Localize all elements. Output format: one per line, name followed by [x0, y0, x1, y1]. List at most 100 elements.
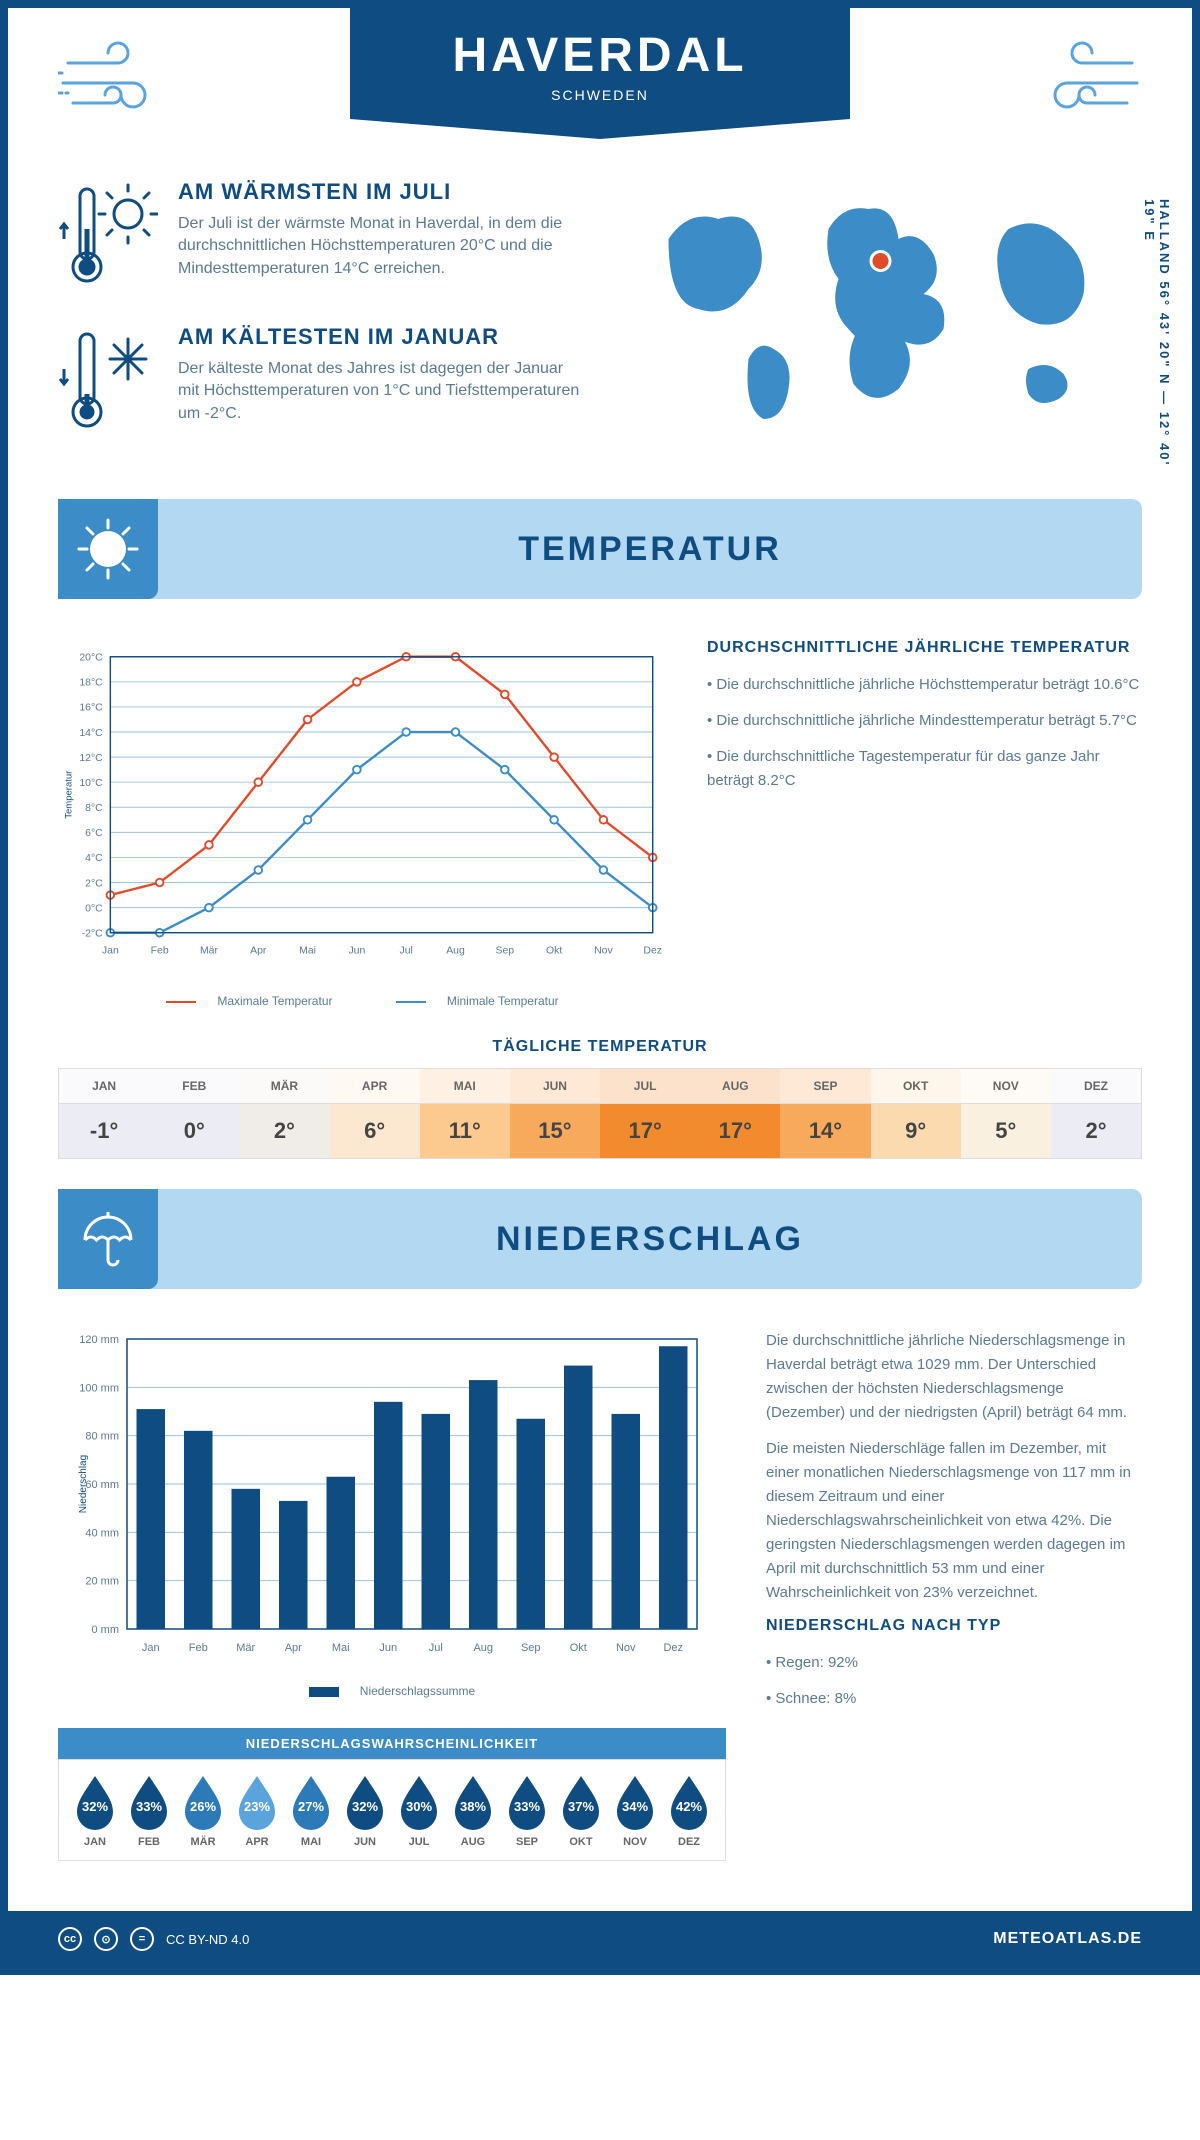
svg-text:Okt: Okt: [570, 1642, 587, 1654]
intro-section: AM WÄRMSTEN IM JULI Der Juli ist der wär…: [58, 179, 1142, 469]
probability-drop: 30% JUL: [395, 1772, 443, 1848]
precip-type-heading: NIEDERSCHLAG NACH TYP: [766, 1617, 1142, 1635]
svg-text:16°C: 16°C: [79, 703, 103, 714]
country-subtitle: SCHWEDEN: [350, 87, 850, 103]
svg-text:Nov: Nov: [594, 946, 613, 957]
svg-text:Mär: Mär: [200, 946, 219, 957]
probability-drop: 27% MAI: [287, 1772, 335, 1848]
svg-text:2°C: 2°C: [85, 878, 103, 889]
svg-text:Aug: Aug: [473, 1642, 493, 1654]
svg-text:20 mm: 20 mm: [85, 1576, 119, 1588]
daily-cell: JAN -1°: [59, 1069, 149, 1158]
thermometer-sun-icon: [58, 179, 158, 294]
svg-text:Jun: Jun: [379, 1642, 397, 1654]
svg-text:Mai: Mai: [299, 946, 316, 957]
svg-text:Okt: Okt: [546, 946, 562, 957]
svg-text:Apr: Apr: [250, 946, 267, 957]
svg-text:60 mm: 60 mm: [85, 1479, 119, 1491]
daily-cell: FEB 0°: [149, 1069, 239, 1158]
svg-text:Feb: Feb: [151, 946, 169, 957]
probability-drop: 34% NOV: [611, 1772, 659, 1848]
svg-text:Dez: Dez: [643, 946, 662, 957]
svg-text:4°C: 4°C: [85, 853, 103, 864]
svg-text:Feb: Feb: [189, 1642, 208, 1654]
svg-text:Mai: Mai: [332, 1642, 350, 1654]
probability-drop: 33% FEB: [125, 1772, 173, 1848]
svg-text:12°C: 12°C: [79, 753, 103, 764]
svg-text:Jun: Jun: [348, 946, 365, 957]
svg-text:14°C: 14°C: [79, 728, 103, 739]
svg-text:20°C: 20°C: [79, 653, 103, 664]
daily-cell: DEZ 2°: [1051, 1069, 1141, 1158]
svg-text:Niederschlag: Niederschlag: [78, 1455, 89, 1513]
svg-text:8°C: 8°C: [85, 803, 103, 814]
coldest-fact: AM KÄLTESTEN IM JANUAR Der kälteste Mona…: [58, 324, 585, 439]
precipitation-banner: NIEDERSCHLAG: [58, 1189, 1142, 1289]
site-name: METEOATLAS.DE: [993, 1930, 1142, 1948]
svg-text:80 mm: 80 mm: [85, 1431, 119, 1443]
daily-cell: NOV 5°: [961, 1069, 1051, 1158]
daily-cell: OKT 9°: [871, 1069, 961, 1158]
warmest-title: AM WÄRMSTEN IM JULI: [178, 179, 585, 205]
probability-drop: 32% JUN: [341, 1772, 389, 1848]
temperature-line-chart: -2°C0°C2°C4°C6°C8°C10°C12°C14°C16°C18°C2…: [58, 639, 667, 979]
svg-text:Mär: Mär: [236, 1642, 255, 1654]
probability-drop: 33% SEP: [503, 1772, 551, 1848]
svg-text:Dez: Dez: [663, 1642, 683, 1654]
coldest-text: Der kälteste Monat des Jahres ist dagege…: [178, 358, 585, 425]
daily-cell: JUL 17°: [600, 1069, 690, 1158]
precip-type-2: • Schnee: 8%: [766, 1687, 1142, 1711]
precipitation-bar-chart: 0 mm20 mm40 mm60 mm80 mm100 mm120 mmJanF…: [58, 1329, 726, 1669]
precipitation-heading: NIEDERSCHLAG: [158, 1220, 1142, 1259]
svg-text:10°C: 10°C: [79, 778, 103, 789]
temperature-banner: TEMPERATUR: [58, 499, 1142, 599]
precip-para-2: Die meisten Niederschläge fallen im Deze…: [766, 1437, 1142, 1605]
legend-min: Minimale Temperatur: [447, 994, 559, 1008]
daily-temp-table: JAN -1° FEB 0° MÄR 2° APR 6° MAI 11° JUN…: [58, 1068, 1142, 1159]
temperature-heading: TEMPERATUR: [158, 530, 1142, 569]
sun-icon: [58, 499, 158, 599]
temp-text-heading: DURCHSCHNITTLICHE JÄHRLICHE TEMPERATUR: [707, 639, 1142, 657]
license-text: CC BY-ND 4.0: [166, 1932, 249, 1947]
svg-text:Sep: Sep: [495, 946, 514, 957]
probability-drop: 26% MÄR: [179, 1772, 227, 1848]
daily-cell: SEP 14°: [780, 1069, 870, 1158]
header-banner: HAVERDAL SCHWEDEN: [350, 8, 850, 119]
temp-bullet-1: • Die durchschnittliche jährliche Höchst…: [707, 673, 1142, 697]
coldest-title: AM KÄLTESTEN IM JANUAR: [178, 324, 585, 350]
precip-para-1: Die durchschnittliche jährliche Niedersc…: [766, 1329, 1142, 1425]
precip-chart-legend: Niederschlagssumme: [58, 1684, 726, 1698]
svg-text:Jul: Jul: [429, 1642, 443, 1654]
svg-text:120 mm: 120 mm: [79, 1334, 119, 1346]
infographic-page: HAVERDAL SCHWEDEN AM WÄRMSTEN IM JULI De…: [0, 0, 1200, 1975]
probability-row: 32% JAN 33% FEB 26% MÄR 23% APR: [58, 1759, 726, 1861]
daily-cell: AUG 17°: [690, 1069, 780, 1158]
cc-icon: cc: [58, 1927, 82, 1951]
footer: cc ⊙ = CC BY-ND 4.0 METEOATLAS.DE: [8, 1911, 1192, 1967]
daily-cell: JUN 15°: [510, 1069, 600, 1158]
svg-text:Jan: Jan: [142, 1642, 160, 1654]
wind-icon-left: [58, 38, 178, 128]
svg-text:Aug: Aug: [446, 946, 465, 957]
legend-max: Maximale Temperatur: [217, 994, 332, 1008]
svg-text:Sep: Sep: [521, 1642, 541, 1654]
daily-cell: APR 6°: [330, 1069, 420, 1158]
temp-bullet-2: • Die durchschnittliche jährliche Mindes…: [707, 709, 1142, 733]
location-title: HAVERDAL: [350, 28, 850, 83]
nd-icon: =: [130, 1927, 154, 1951]
precip-type-1: • Regen: 92%: [766, 1651, 1142, 1675]
svg-text:Nov: Nov: [616, 1642, 636, 1654]
thermometer-snow-icon: [58, 324, 158, 439]
svg-text:Jan: Jan: [102, 946, 119, 957]
daily-cell: MÄR 2°: [239, 1069, 329, 1158]
svg-text:6°C: 6°C: [85, 828, 103, 839]
umbrella-icon: [58, 1189, 158, 1289]
by-icon: ⊙: [94, 1927, 118, 1951]
probability-drop: 23% APR: [233, 1772, 281, 1848]
world-map: [615, 179, 1142, 439]
svg-text:0 mm: 0 mm: [92, 1624, 120, 1636]
probability-drop: 42% DEZ: [665, 1772, 713, 1848]
svg-text:-2°C: -2°C: [82, 929, 103, 940]
svg-text:100 mm: 100 mm: [79, 1382, 119, 1394]
temp-bullet-3: • Die durchschnittliche Tagestemperatur …: [707, 745, 1142, 793]
